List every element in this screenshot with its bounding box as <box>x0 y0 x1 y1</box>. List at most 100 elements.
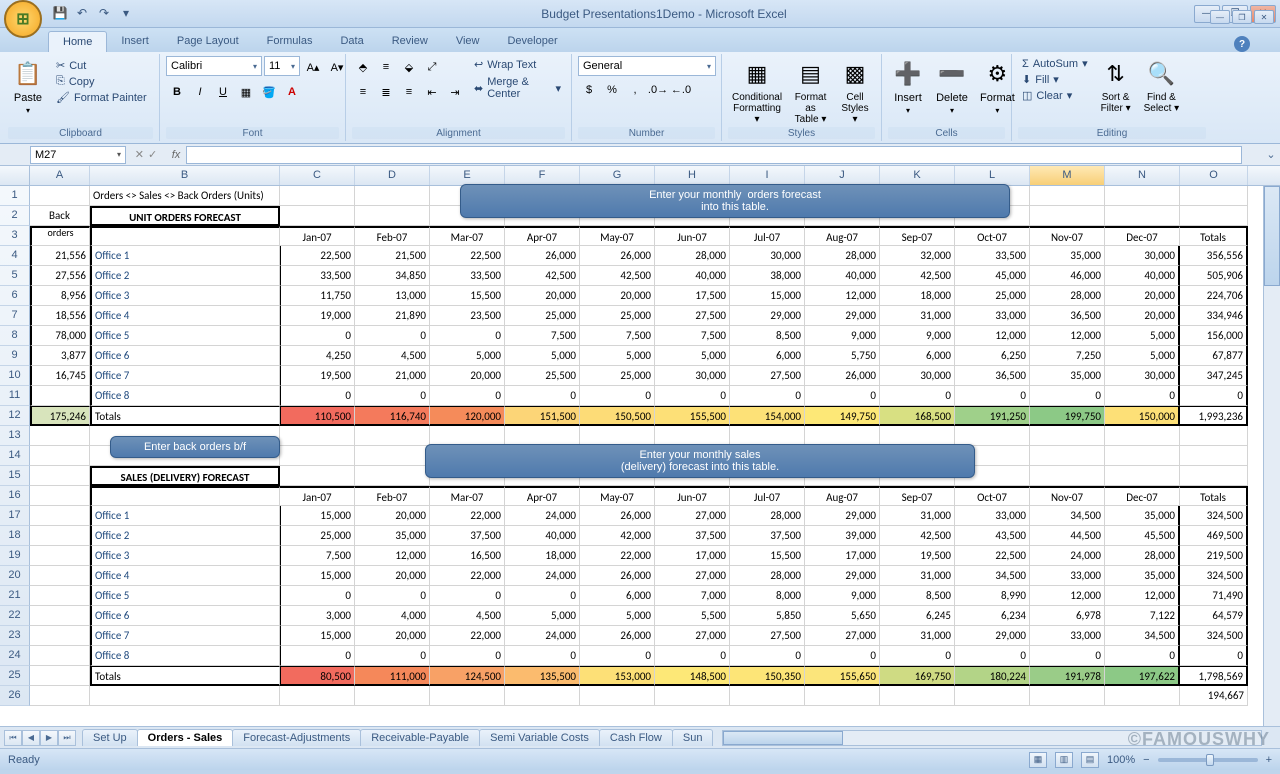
cell-N2[interactable] <box>1105 206 1180 226</box>
cell-D20[interactable]: 20,000 <box>355 566 430 586</box>
cell-M17[interactable]: 34,500 <box>1030 506 1105 526</box>
cell-A1[interactable] <box>30 186 90 206</box>
tab-review[interactable]: Review <box>378 31 442 52</box>
cell-A22[interactable] <box>30 606 90 626</box>
sheet-tab-semi-variable-costs[interactable]: Semi Variable Costs <box>479 729 600 746</box>
copy-button[interactable]: ⎘Copy <box>52 74 151 89</box>
cell-B26[interactable] <box>90 686 280 706</box>
cell-O16[interactable]: Totals <box>1180 486 1248 506</box>
fx-icon[interactable]: fx <box>166 149 186 161</box>
cell-C17[interactable]: 15,000 <box>280 506 355 526</box>
zoom-slider[interactable] <box>1158 758 1258 762</box>
cell-E22[interactable]: 4,500 <box>430 606 505 626</box>
cell-A3[interactable]: orders <box>30 226 90 246</box>
cell-F7[interactable]: 25,000 <box>505 306 580 326</box>
cell-N14[interactable] <box>1105 446 1180 466</box>
help-icon[interactable]: ? <box>1234 36 1250 52</box>
cell-I7[interactable]: 29,000 <box>730 306 805 326</box>
cell-D26[interactable] <box>355 686 430 706</box>
sheet-tab-forecast-adjustments[interactable]: Forecast-Adjustments <box>232 729 361 746</box>
zoom-level[interactable]: 100% <box>1107 754 1135 766</box>
cell-D12[interactable]: 116,740 <box>355 406 430 426</box>
cell-J4[interactable]: 28,000 <box>805 246 880 266</box>
sheet-nav-next[interactable]: ▶ <box>40 730 58 746</box>
qat-redo-icon[interactable]: ↷ <box>96 5 112 21</box>
cell-J26[interactable] <box>805 686 880 706</box>
cell-C2[interactable] <box>280 206 355 226</box>
cell-C25[interactable]: 80,500 <box>280 666 355 686</box>
cell-D17[interactable]: 20,000 <box>355 506 430 526</box>
cell-N1[interactable] <box>1105 186 1180 206</box>
cell-I13[interactable] <box>730 426 805 446</box>
cell-G24[interactable]: 0 <box>580 646 655 666</box>
cell-M25[interactable]: 191,978 <box>1030 666 1105 686</box>
cell-K26[interactable] <box>880 686 955 706</box>
cell-J10[interactable]: 26,000 <box>805 366 880 386</box>
cell-H7[interactable]: 27,500 <box>655 306 730 326</box>
page-layout-view-button[interactable]: ▥ <box>1055 752 1073 768</box>
cell-E26[interactable] <box>430 686 505 706</box>
cell-I10[interactable]: 27,500 <box>730 366 805 386</box>
cell-D2[interactable] <box>355 206 430 226</box>
cell-C4[interactable]: 22,500 <box>280 246 355 266</box>
cell-B6[interactable]: Office 3 <box>90 286 280 306</box>
sheet-tab-receivable-payable[interactable]: Receivable-Payable <box>360 729 480 746</box>
delete-cells-button[interactable]: ➖Delete▾ <box>932 56 972 117</box>
cell-K25[interactable]: 169,750 <box>880 666 955 686</box>
cell-K17[interactable]: 31,000 <box>880 506 955 526</box>
cell-L13[interactable] <box>955 426 1030 446</box>
cell-M24[interactable]: 0 <box>1030 646 1105 666</box>
cell-G7[interactable]: 25,000 <box>580 306 655 326</box>
cell-B15[interactable]: SALES (DELIVERY) FORECAST <box>90 466 280 486</box>
cell-O2[interactable] <box>1180 206 1248 226</box>
cell-L4[interactable]: 33,500 <box>955 246 1030 266</box>
cell-A13[interactable] <box>30 426 90 446</box>
cell-F18[interactable]: 40,000 <box>505 526 580 546</box>
currency-button[interactable]: $ <box>578 79 600 101</box>
row-header-5[interactable]: 5 <box>0 266 30 286</box>
row-header-1[interactable]: 1 <box>0 186 30 206</box>
cell-D3[interactable]: Feb-07 <box>355 226 430 246</box>
column-header-F[interactable]: F <box>505 166 580 185</box>
cell-H3[interactable]: Jun-07 <box>655 226 730 246</box>
cell-F6[interactable]: 20,000 <box>505 286 580 306</box>
sheet-tab-set-up[interactable]: Set Up <box>82 729 138 746</box>
cell-B8[interactable]: Office 5 <box>90 326 280 346</box>
cell-H6[interactable]: 17,500 <box>655 286 730 306</box>
wrap-text-button[interactable]: ↩Wrap Text <box>470 57 565 72</box>
cell-O11[interactable]: 0 <box>1180 386 1248 406</box>
cell-L21[interactable]: 8,990 <box>955 586 1030 606</box>
decrease-decimal-button[interactable]: ←.0 <box>670 79 692 101</box>
cell-C13[interactable] <box>280 426 355 446</box>
cell-G9[interactable]: 5,000 <box>580 346 655 366</box>
cell-A9[interactable]: 3,877 <box>30 346 90 366</box>
row-header-23[interactable]: 23 <box>0 626 30 646</box>
cell-C23[interactable]: 15,000 <box>280 626 355 646</box>
cell-H21[interactable]: 7,000 <box>655 586 730 606</box>
row-header-20[interactable]: 20 <box>0 566 30 586</box>
cell-I3[interactable]: Jul-07 <box>730 226 805 246</box>
sheet-tab-cash-flow[interactable]: Cash Flow <box>599 729 673 746</box>
office-button[interactable]: ⊞ <box>4 0 42 38</box>
cell-J22[interactable]: 5,650 <box>805 606 880 626</box>
cell-E9[interactable]: 5,000 <box>430 346 505 366</box>
cell-M5[interactable]: 46,000 <box>1030 266 1105 286</box>
cell-N9[interactable]: 5,000 <box>1105 346 1180 366</box>
row-header-10[interactable]: 10 <box>0 366 30 386</box>
cell-B9[interactable]: Office 6 <box>90 346 280 366</box>
cell-C18[interactable]: 25,000 <box>280 526 355 546</box>
cell-F26[interactable] <box>505 686 580 706</box>
cell-L22[interactable]: 6,234 <box>955 606 1030 626</box>
cell-N21[interactable]: 12,000 <box>1105 586 1180 606</box>
page-break-view-button[interactable]: ▤ <box>1081 752 1099 768</box>
cell-H25[interactable]: 148,500 <box>655 666 730 686</box>
cell-E21[interactable]: 0 <box>430 586 505 606</box>
cell-I19[interactable]: 15,500 <box>730 546 805 566</box>
row-header-17[interactable]: 17 <box>0 506 30 526</box>
cell-I21[interactable]: 8,000 <box>730 586 805 606</box>
shrink-font-button[interactable]: A▾ <box>326 56 348 78</box>
row-header-12[interactable]: 12 <box>0 406 30 426</box>
cell-A19[interactable] <box>30 546 90 566</box>
cell-M9[interactable]: 7,250 <box>1030 346 1105 366</box>
cell-F24[interactable]: 0 <box>505 646 580 666</box>
